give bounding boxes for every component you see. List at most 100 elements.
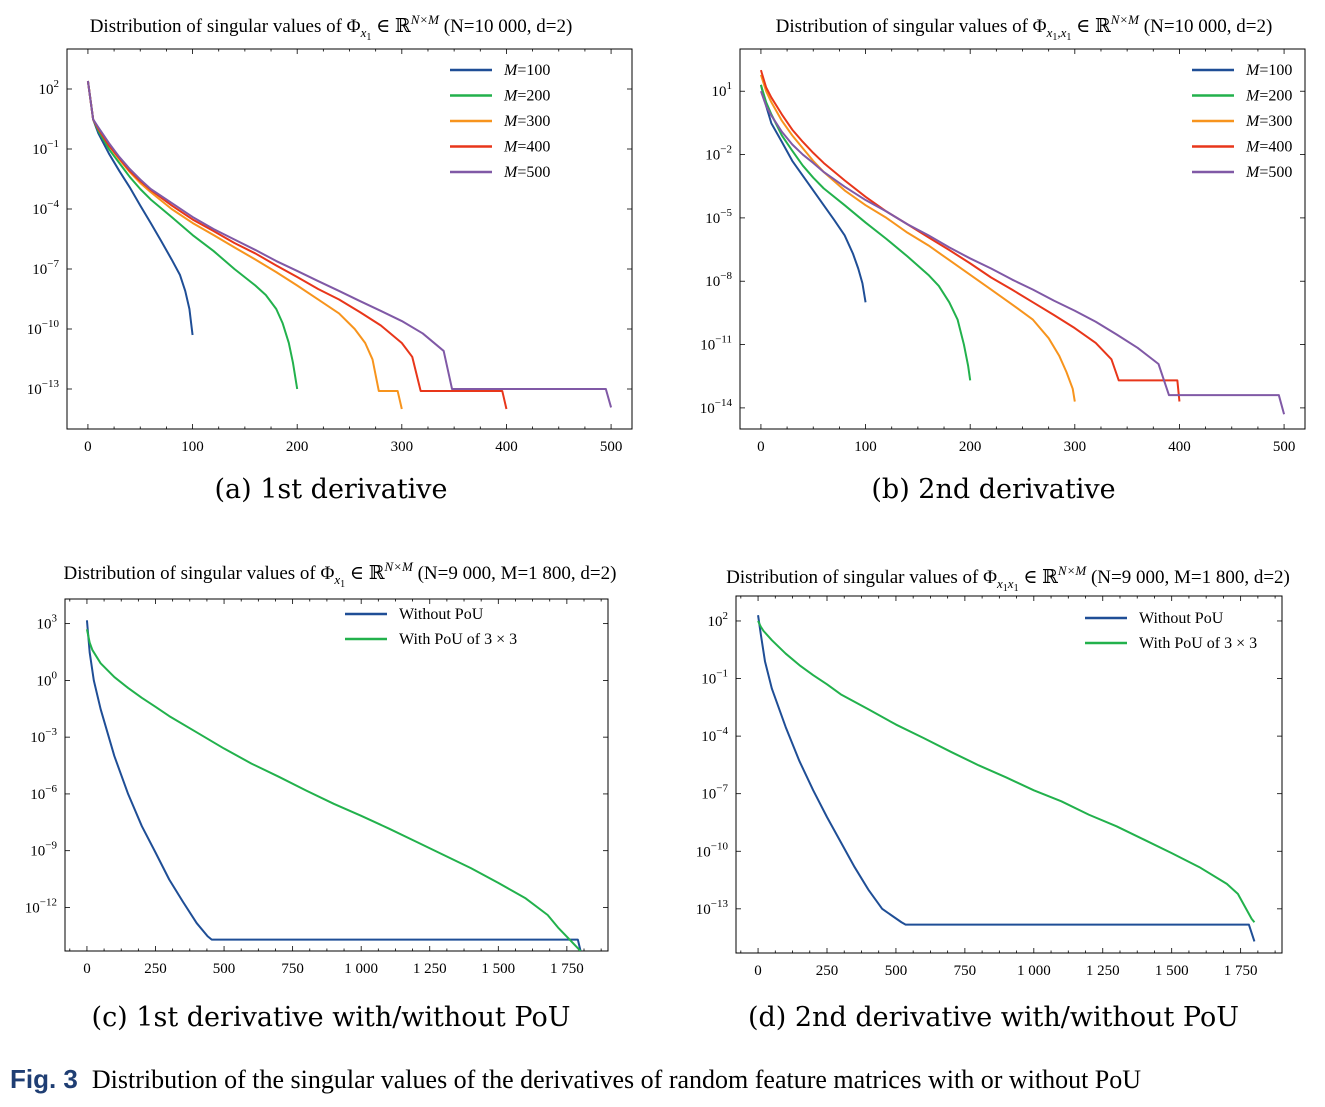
series-line <box>86 80 508 410</box>
y-tick-label: 10−3 <box>30 726 57 746</box>
series-line <box>86 80 299 390</box>
x-tick-label: 1 250 <box>1086 963 1120 979</box>
x-tick-label: 1 500 <box>481 961 515 977</box>
x-tick-label: 750 <box>954 963 977 979</box>
x-tick-label: 1 000 <box>344 961 378 977</box>
x-tick-label: 200 <box>286 439 309 455</box>
chart-b-svg: Distribution of singular values of Φx1,x… <box>700 12 1306 455</box>
x-tick-label: 1 750 <box>1224 963 1258 979</box>
x-tick-label: 1 750 <box>550 961 584 977</box>
legend-label: M=300 <box>1245 113 1292 130</box>
x-tick-label: 1 000 <box>1017 963 1051 979</box>
y-tick-label: 102 <box>39 78 60 98</box>
legend-label: M=200 <box>503 88 550 105</box>
x-tick-label: 400 <box>1168 439 1191 455</box>
plot-frame <box>66 48 633 430</box>
chart-d-svg: Distribution of singular values of Φx1x1… <box>696 563 1290 979</box>
y-tick-label: 10−4 <box>32 198 59 218</box>
y-tick-label: 10−7 <box>32 258 59 278</box>
x-tick-label: 300 <box>391 439 414 455</box>
legend-label: Without PoU <box>399 606 484 623</box>
x-tick-label: 100 <box>854 439 877 455</box>
legend-label: M=200 <box>1245 88 1292 105</box>
y-tick-label: 101 <box>712 80 733 100</box>
series-line <box>757 620 1256 923</box>
legend-label: With PoU of 3 × 3 <box>399 631 517 648</box>
series-line <box>759 69 1181 402</box>
y-tick-label: 10−6 <box>30 783 57 803</box>
x-tick-label: 500 <box>885 963 908 979</box>
chart-title: Distribution of singular values of Φx1,x… <box>776 12 1273 43</box>
y-tick-label: 10−13 <box>696 898 729 918</box>
series-line <box>85 620 582 951</box>
series-line <box>757 615 1256 942</box>
panel-a: Distribution of singular values of Φx1 ∈… <box>0 0 662 530</box>
x-tick-label: 750 <box>281 961 304 977</box>
y-tick-label: 10−1 <box>701 668 728 688</box>
legend-label: M=500 <box>1245 164 1292 181</box>
series-line <box>85 629 582 951</box>
panel-c: Distribution of singular values of Φx1 ∈… <box>0 550 662 1045</box>
x-tick-label: 500 <box>1273 439 1296 455</box>
y-tick-label: 10−4 <box>701 725 728 745</box>
figure-caption-text: Distribution of the singular values of t… <box>91 1065 1142 1094</box>
plot-frame <box>735 595 1283 954</box>
y-tick-label: 10−10 <box>696 840 729 860</box>
y-tick-label: 10−10 <box>27 318 60 338</box>
y-tick-label: 10−9 <box>30 840 57 860</box>
x-tick-label: 0 <box>757 439 765 455</box>
legend-label: M=500 <box>503 164 550 181</box>
y-tick-label: 10−12 <box>25 896 57 916</box>
y-tick-label: 100 <box>37 669 58 689</box>
y-tick-label: 10−14 <box>700 397 733 417</box>
y-tick-label: 10−13 <box>27 378 60 398</box>
series-line <box>759 84 867 303</box>
x-tick-label: 500 <box>213 961 236 977</box>
x-tick-label: 0 <box>754 963 762 979</box>
series-line <box>86 80 613 408</box>
subcaption-c: (c) 1st derivative with/without PoU <box>91 1002 571 1033</box>
x-tick-label: 400 <box>495 439 518 455</box>
x-tick-label: 1 500 <box>1155 963 1189 979</box>
y-tick-label: 10−7 <box>701 783 728 803</box>
x-tick-label: 0 <box>83 961 91 977</box>
chart-title: Distribution of singular values of Φx1x1… <box>726 563 1290 594</box>
y-tick-label: 102 <box>708 610 729 630</box>
plot-frame <box>739 48 1306 430</box>
y-tick-label: 10−2 <box>705 144 732 164</box>
chart-a-svg: Distribution of singular values of Φx1 ∈… <box>27 12 633 455</box>
x-tick-label: 1 250 <box>413 961 447 977</box>
series-line <box>86 80 194 336</box>
x-tick-label: 500 <box>600 439 623 455</box>
legend-label: Without PoU <box>1139 610 1224 627</box>
legend-label: M=300 <box>503 113 550 130</box>
legend-label: M=400 <box>1245 139 1292 156</box>
x-tick-label: 250 <box>816 963 839 979</box>
panel-d: Distribution of singular values of Φx1x1… <box>662 550 1325 1045</box>
legend-label: M=100 <box>503 62 550 79</box>
legend-label: With PoU of 3 × 3 <box>1139 635 1257 652</box>
figure-label: Fig. 3 <box>10 1064 78 1094</box>
y-tick-label: 10−1 <box>32 138 59 158</box>
y-tick-label: 103 <box>37 613 58 633</box>
subcaption-a: (a) 1st derivative <box>214 474 448 505</box>
x-tick-label: 200 <box>959 439 982 455</box>
panel-b: Distribution of singular values of Φx1,x… <box>662 0 1325 530</box>
legend-label: M=400 <box>503 139 550 156</box>
legend-label: M=100 <box>1245 62 1292 79</box>
y-tick-label: 10−5 <box>705 207 732 227</box>
y-tick-label: 10−11 <box>700 334 732 354</box>
x-tick-label: 0 <box>84 439 92 455</box>
figure-caption: Fig. 3 Distribution of the singular value… <box>10 1064 1141 1095</box>
subcaption-b: (b) 2nd derivative <box>871 474 1116 505</box>
subcaption-d: (d) 2nd derivative with/without PoU <box>747 1002 1240 1033</box>
chart-title: Distribution of singular values of Φx1 ∈… <box>64 559 617 590</box>
series-line <box>759 90 1286 415</box>
chart-title: Distribution of singular values of Φx1 ∈… <box>90 12 573 43</box>
series-line <box>759 74 1076 402</box>
plot-frame <box>64 598 609 952</box>
series-line <box>759 84 972 381</box>
chart-c-svg: Distribution of singular values of Φx1 ∈… <box>25 559 617 977</box>
x-tick-label: 100 <box>181 439 204 455</box>
y-tick-label: 10−8 <box>705 270 732 290</box>
